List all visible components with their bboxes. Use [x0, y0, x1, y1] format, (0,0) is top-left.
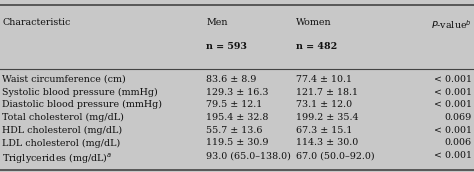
Text: Systolic blood pressure (mmHg): Systolic blood pressure (mmHg) — [2, 88, 158, 97]
Text: 129.3 ± 16.3: 129.3 ± 16.3 — [206, 88, 269, 96]
Text: $\it{P}$-value$^b$: $\it{P}$-value$^b$ — [431, 18, 472, 31]
Text: Total cholesterol (mg/dL): Total cholesterol (mg/dL) — [2, 113, 124, 122]
Text: 55.7 ± 13.6: 55.7 ± 13.6 — [206, 126, 263, 135]
Text: < 0.001: < 0.001 — [434, 88, 472, 96]
Text: 77.4 ± 10.1: 77.4 ± 10.1 — [296, 75, 352, 84]
Text: 93.0 (65.0–138.0): 93.0 (65.0–138.0) — [206, 151, 291, 160]
Text: < 0.001: < 0.001 — [434, 75, 472, 84]
Text: HDL cholesterol (mg/dL): HDL cholesterol (mg/dL) — [2, 126, 122, 135]
Text: 199.2 ± 35.4: 199.2 ± 35.4 — [296, 113, 359, 122]
Text: 79.5 ± 12.1: 79.5 ± 12.1 — [206, 100, 263, 109]
Text: 67.0 (50.0–92.0): 67.0 (50.0–92.0) — [296, 151, 375, 160]
Text: 195.4 ± 32.8: 195.4 ± 32.8 — [206, 113, 269, 122]
Text: < 0.001: < 0.001 — [434, 126, 472, 135]
Text: < 0.001: < 0.001 — [434, 151, 472, 160]
Text: Triglycerides (mg/dL)$^a$: Triglycerides (mg/dL)$^a$ — [2, 151, 113, 165]
Text: 67.3 ± 15.1: 67.3 ± 15.1 — [296, 126, 353, 135]
Text: 114.3 ± 30.0: 114.3 ± 30.0 — [296, 138, 358, 147]
Text: 119.5 ± 30.9: 119.5 ± 30.9 — [206, 138, 269, 147]
Text: < 0.001: < 0.001 — [434, 100, 472, 109]
Text: 0.069: 0.069 — [445, 113, 472, 122]
Text: Women: Women — [296, 18, 332, 27]
Text: LDL cholesterol (mg/dL): LDL cholesterol (mg/dL) — [2, 138, 120, 148]
Text: 121.7 ± 18.1: 121.7 ± 18.1 — [296, 88, 358, 96]
Text: n = 593: n = 593 — [206, 42, 247, 51]
Text: Men: Men — [206, 18, 228, 27]
Text: 73.1 ± 12.0: 73.1 ± 12.0 — [296, 100, 352, 109]
Text: 83.6 ± 8.9: 83.6 ± 8.9 — [206, 75, 256, 84]
Text: 0.006: 0.006 — [445, 138, 472, 147]
Text: Characteristic: Characteristic — [2, 18, 71, 27]
Text: n = 482: n = 482 — [296, 42, 337, 51]
Text: Waist circumference (cm): Waist circumference (cm) — [2, 75, 126, 84]
Text: Diastolic blood pressure (mmHg): Diastolic blood pressure (mmHg) — [2, 100, 163, 109]
